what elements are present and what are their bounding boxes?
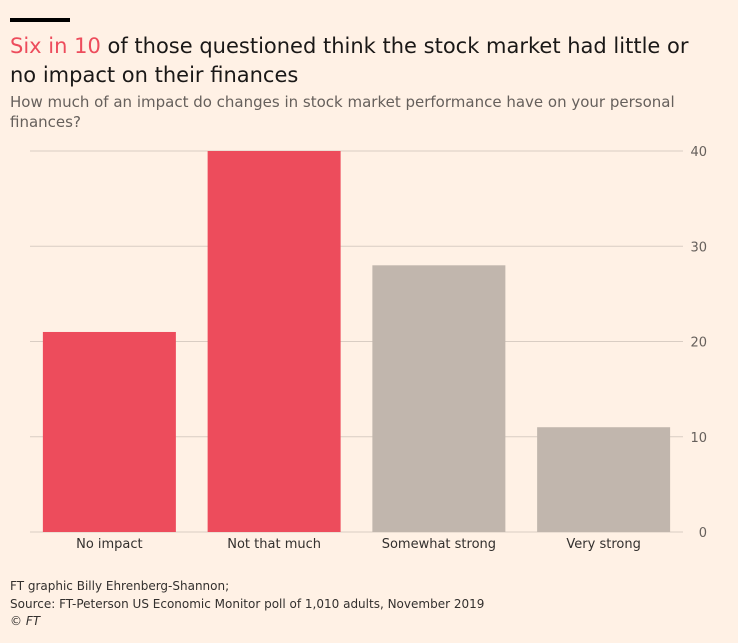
y-tick-label: 0 [699,526,707,541]
footer-source: Source: FT-Peterson US Economic Monitor … [10,596,485,611]
bar-chart: 0 10 20 30 40 No impact Not that much Somewhat … [30,145,707,552]
x-tick-label: No impact [76,537,143,552]
y-tick-label: 20 [690,336,707,351]
y-tick-label: 40 [690,145,707,160]
chart-subtitle: How much of an impact do changes in stoc… [10,93,675,131]
title-text: of those questioned think the stock mark… [10,34,689,87]
brand-bar [10,18,70,22]
y-tick-label: 10 [690,431,707,446]
bar-very-strong [537,427,671,532]
x-tick-label: Not that much [227,537,321,552]
chart-title: Six in 10 of those questioned think the … [10,32,710,90]
title-highlight: Six in 10 [10,34,101,58]
y-tick-label: 30 [690,240,707,255]
footer: FT graphic Billy Ehrenberg-Shannon; Sour… [10,578,730,631]
bar-somewhat-strong [372,265,506,532]
x-tick-label: Somewhat strong [382,537,496,552]
footer-copyright: © FT [10,614,41,628]
bar-not-that-much [207,151,341,532]
footer-credit: FT graphic Billy Ehrenberg-Shannon; [10,579,230,593]
x-tick-label: Very strong [566,537,640,552]
bar-no-impact [42,331,176,532]
